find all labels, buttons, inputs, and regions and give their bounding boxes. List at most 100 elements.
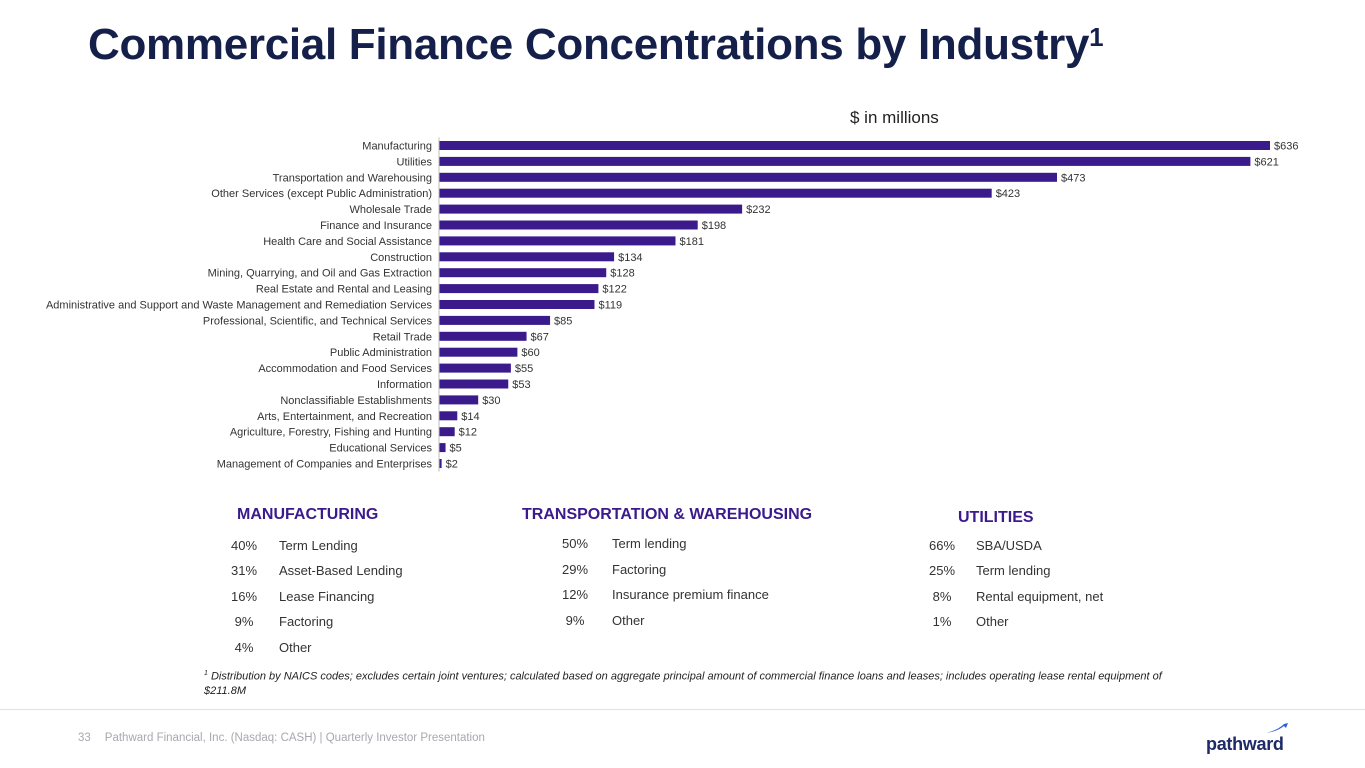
page-number: 33 (78, 732, 91, 744)
item-label: Other (976, 614, 1009, 629)
bar (439, 236, 676, 246)
data-label: $119 (598, 300, 622, 312)
category-label: Health Care and Social Assistance (263, 236, 432, 248)
footnote-text: Distribution by NAICS codes; excludes ce… (204, 670, 1162, 697)
category-label: Utilities (397, 156, 433, 168)
category-label: Other Services (except Public Administra… (211, 188, 432, 200)
percent-value: 16% (230, 589, 258, 604)
category-label: Retail Trade (373, 331, 432, 343)
bar (439, 300, 595, 309)
category-label: Arts, Entertainment, and Recreation (257, 411, 432, 423)
section-title-utilities: UTILITIES (958, 509, 1034, 526)
bar (439, 268, 607, 278)
category-label: Information (377, 379, 432, 391)
bar-chart: Manufacturing $636 Utilities $621 Transporta… (46, 137, 1298, 472)
bar (439, 252, 615, 262)
bar (439, 443, 446, 453)
category-label: Real Estate and Rental and Leasing (256, 284, 432, 296)
bar (439, 411, 458, 421)
item-label: Asset-Based Lending (279, 563, 403, 578)
page-title: Commercial Finance Concentrations by Ind… (88, 20, 1104, 70)
item-label: Insurance premium finance (612, 587, 769, 602)
category-label: Management of Companies and Enterprises (217, 459, 433, 471)
bar (439, 363, 511, 373)
item-label: Term lending (612, 536, 687, 551)
title-footnote-marker: 1 (1089, 22, 1104, 52)
category-label: Manufacturing (362, 141, 432, 153)
category-label: Educational Services (329, 443, 432, 455)
data-label: $60 (521, 347, 539, 359)
category-label: Nonclassifiable Establishments (280, 395, 432, 407)
data-label: $621 (1254, 156, 1278, 168)
data-label: $12 (459, 427, 477, 439)
data-label: $30 (482, 395, 500, 407)
bar (439, 347, 518, 357)
data-label: $473 (1061, 172, 1085, 184)
data-label: $85 (554, 315, 572, 327)
data-label: $122 (602, 284, 626, 296)
category-label: Public Administration (330, 347, 432, 359)
data-label: $67 (531, 331, 549, 343)
bar (439, 459, 442, 468)
percent-value: 12% (561, 587, 589, 602)
bar (439, 204, 743, 214)
bar (439, 315, 551, 325)
data-label: $128 (610, 268, 634, 280)
data-label: $55 (515, 363, 533, 375)
data-label: $134 (618, 252, 642, 264)
data-label: $53 (512, 379, 530, 391)
item-label: Other (279, 640, 312, 655)
percent-value: 50% (561, 536, 589, 551)
bar (439, 172, 1058, 182)
bar (439, 284, 599, 294)
logo-mark-icon (1266, 723, 1288, 733)
item-label: Rental equipment, net (976, 589, 1104, 604)
footnote: 1 Distribution by NAICS codes; excludes … (204, 667, 1164, 698)
category-label: Agriculture, Forestry, Fishing and Hunti… (230, 427, 432, 439)
category-label: Mining, Quarrying, and Oil and Gas Extra… (208, 268, 432, 280)
percent-value: 40% (230, 538, 258, 553)
percent-value: 8% (932, 589, 952, 604)
data-label: $423 (996, 188, 1020, 200)
category-label: Administrative and Support and Waste Man… (46, 300, 433, 312)
footer: 33 Pathward Financial, Inc. (Nasdaq: CASH… (78, 732, 485, 744)
units-label: $ in millions (850, 108, 939, 127)
percent-value: 66% (928, 538, 956, 553)
pathward-logo: pathward (1206, 722, 1296, 756)
data-label: $5 (450, 443, 462, 455)
logo-wordmark: pathward (1206, 734, 1284, 754)
bar (439, 331, 527, 341)
item-label: Factoring (279, 614, 334, 629)
data-label: $181 (679, 236, 703, 248)
percent-value: 9% (234, 614, 254, 629)
bar (439, 188, 992, 198)
percent-value: 31% (230, 563, 258, 578)
bar (439, 220, 698, 230)
item-label: Other (612, 613, 645, 628)
footer-divider (0, 709, 1365, 710)
category-label: Transportation and Warehousing (273, 172, 432, 184)
data-label: $2 (446, 459, 458, 471)
category-label: Professional, Scientific, and Technical … (203, 315, 433, 327)
data-label: $198 (702, 220, 726, 232)
category-label: Finance and Insurance (320, 220, 432, 232)
data-label: $636 (1274, 141, 1298, 153)
bar (439, 395, 479, 405)
data-label: $232 (746, 204, 770, 216)
item-label: SBA/USDA (976, 538, 1042, 553)
category-label: Accommodation and Food Services (258, 363, 432, 375)
percent-value: 1% (932, 614, 952, 629)
bar (439, 141, 1270, 150)
bar (439, 427, 455, 437)
percent-value: 4% (234, 640, 254, 655)
section-title-transportation: TRANSPORTATION & WAREHOUSING (522, 506, 813, 523)
percent-value: 9% (565, 613, 585, 628)
footnote-marker: 1 (204, 670, 208, 677)
item-label: Factoring (612, 562, 667, 577)
category-label: Wholesale Trade (349, 204, 432, 216)
bar (439, 379, 509, 389)
percent-value: 29% (561, 562, 589, 577)
item-label: Lease Financing (279, 589, 375, 604)
item-label: Term lending (976, 563, 1051, 578)
item-label: Term Lending (279, 538, 358, 553)
